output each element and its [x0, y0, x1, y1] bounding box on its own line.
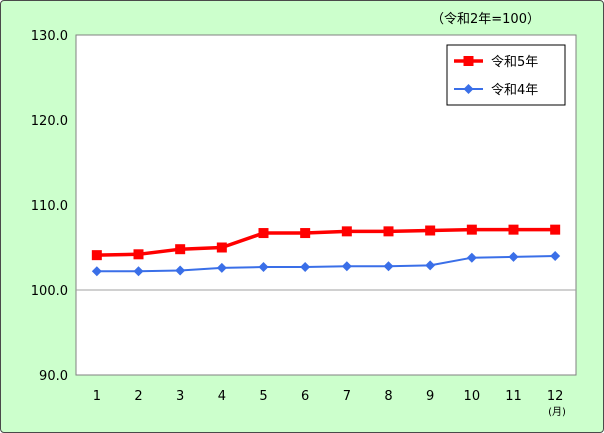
legend-marker-square	[463, 56, 474, 66]
data-point-square	[216, 242, 227, 253]
data-point-square	[383, 226, 394, 237]
x-tick-label: 10	[464, 389, 481, 404]
x-tick-label: 2	[134, 389, 142, 404]
legend-marker-diamond	[463, 84, 474, 94]
x-tick-label: 8	[384, 389, 392, 404]
x-tick-label: 1	[93, 389, 101, 404]
y-tick-label: 90.0	[39, 369, 68, 384]
x-tick-label: 7	[343, 389, 351, 404]
x-tick-label: 12	[547, 389, 564, 404]
data-point-diamond	[341, 261, 352, 272]
series-1	[91, 224, 561, 261]
y-axis: 90.0 100.0 110.0 120.0 130.0	[31, 29, 68, 384]
data-point-square	[258, 228, 269, 239]
data-point-square	[550, 224, 561, 235]
data-point-diamond	[425, 260, 436, 271]
base-note: （令和2年=100）	[431, 12, 540, 27]
data-point-diamond	[258, 262, 269, 273]
data-point-diamond	[133, 266, 144, 277]
x-tick-label: 11	[505, 389, 522, 404]
data-point-diamond	[175, 265, 186, 276]
series-line	[96, 227, 556, 257]
data-point-square	[508, 224, 519, 235]
y-tick-label: 120.0	[31, 114, 68, 129]
y-tick-label: 110.0	[31, 199, 68, 214]
y-tick-label: 100.0	[31, 284, 68, 299]
x-axis-unit-label: (月)	[548, 406, 566, 418]
data-point-square	[175, 244, 186, 255]
data-point-square	[91, 250, 102, 261]
data-point-diamond	[216, 262, 227, 273]
series-group	[91, 224, 561, 277]
data-point-square	[341, 226, 352, 237]
data-point-diamond	[508, 251, 519, 262]
data-point-square	[300, 228, 311, 239]
x-tick-label: 5	[259, 389, 267, 404]
data-point-square	[133, 249, 144, 260]
x-tick-label: 9	[426, 389, 434, 404]
x-tick-label: 6	[301, 389, 309, 404]
data-point-diamond	[383, 261, 394, 272]
data-point-square	[466, 224, 477, 235]
data-point-diamond	[550, 251, 561, 261]
y-tick-label: 130.0	[31, 29, 68, 44]
legend-label: 令和5年	[491, 55, 538, 70]
x-axis: 1 2 3 4 5 6 7 8 9 10 11 12	[93, 389, 564, 404]
data-point-diamond	[300, 262, 311, 273]
data-point-square	[425, 225, 436, 236]
series-2	[91, 251, 561, 277]
data-point-diamond	[91, 266, 102, 277]
legend-label: 令和4年	[491, 83, 538, 98]
legend-box	[446, 44, 566, 106]
data-point-diamond	[466, 252, 477, 263]
x-tick-label: 3	[176, 389, 184, 404]
x-tick-label: 4	[218, 389, 226, 404]
series-line	[96, 255, 556, 273]
